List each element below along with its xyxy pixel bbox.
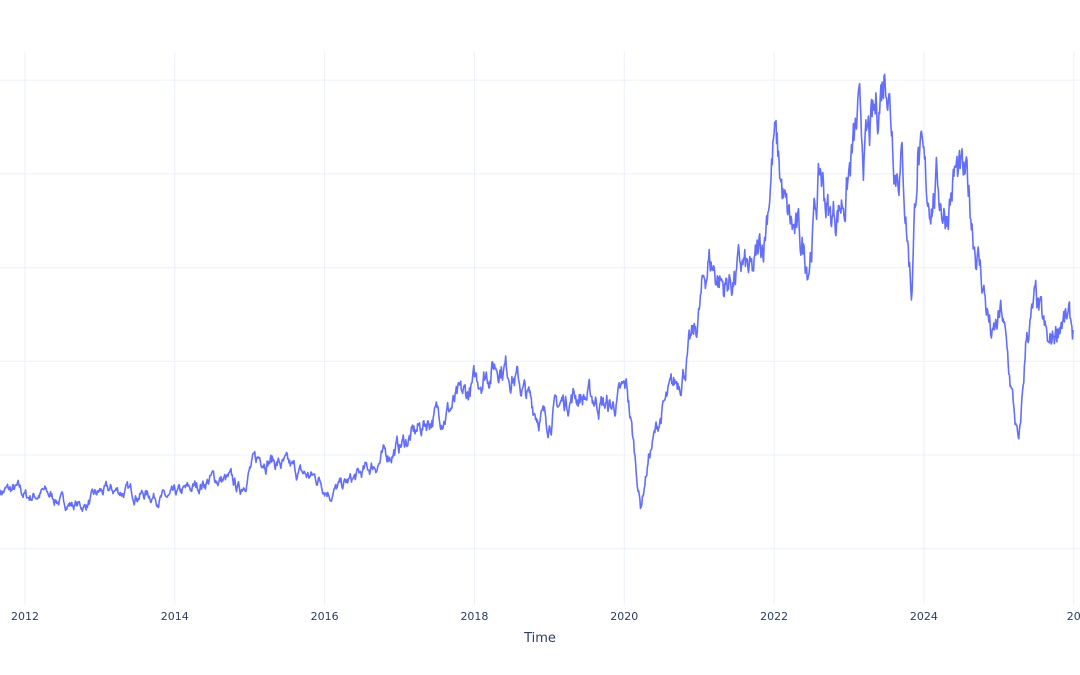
x-tick-label: 2024 [910, 610, 938, 623]
x-tick-labels: 2012 2014 2016 2018 2020 2022 2024 20 [11, 610, 1080, 623]
series-layer [0, 73, 1074, 513]
x-gridlines [24, 52, 1075, 605]
x-tick-label: 2012 [11, 610, 39, 623]
x-tick-label: 2016 [311, 610, 339, 623]
y-gridlines [0, 79, 1080, 550]
x-tick-label: 2018 [460, 610, 488, 623]
x-tick-label: 20 [1067, 610, 1080, 623]
x-tick-label: 2022 [760, 610, 788, 623]
x-tick-label: 2020 [610, 610, 638, 623]
x-axis-title: Time [523, 631, 556, 646]
price-series-line [0, 73, 1074, 513]
x-tick-label: 2014 [161, 610, 189, 623]
